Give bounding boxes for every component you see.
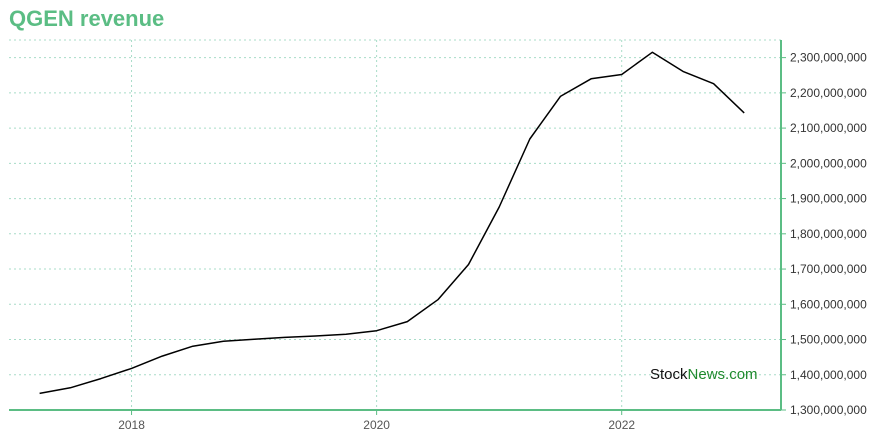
data-point <box>741 110 747 116</box>
y-tick: 1,900,000,000 <box>790 192 867 206</box>
data-point <box>404 319 410 325</box>
gridlines <box>9 39 781 410</box>
watermark-news: News <box>688 366 726 383</box>
data-point <box>649 49 655 55</box>
x-axis: 2018 2020 2022 <box>9 409 781 432</box>
y-tick: 1,400,000,000 <box>790 368 867 382</box>
y-tick-label: 1,400,000,000 <box>790 368 867 382</box>
y-tick-label: 1,800,000,000 <box>790 227 867 241</box>
series-group <box>37 49 747 396</box>
y-tick: 1,500,000,000 <box>790 333 867 347</box>
data-point <box>680 68 686 74</box>
x-tick-label: 2022 <box>608 418 635 432</box>
x-tick: 2020 <box>363 418 390 432</box>
data-point <box>374 328 380 334</box>
y-tick-label: 1,500,000,000 <box>790 333 867 347</box>
y-tick-label: 1,300,000,000 <box>790 403 867 417</box>
data-point <box>190 343 196 349</box>
data-point <box>159 353 165 359</box>
y-tick: 1,700,000,000 <box>790 262 867 276</box>
data-point <box>67 385 73 391</box>
y-tick-label: 2,000,000,000 <box>790 156 867 170</box>
y-tick-label: 2,100,000,000 <box>790 121 867 135</box>
data-point <box>98 376 104 382</box>
data-point <box>527 136 533 142</box>
data-point <box>496 204 502 210</box>
x-tick: 2018 <box>118 418 145 432</box>
x-tick: 2022 <box>608 418 635 432</box>
data-point <box>466 262 472 268</box>
data-point <box>129 365 135 371</box>
x-tick-label: 2020 <box>363 418 390 432</box>
data-point <box>711 81 717 87</box>
y-axis: 1,300,000,000 1,400,000,000 1,500,000,000 1… <box>780 40 867 417</box>
data-point <box>37 390 43 396</box>
y-tick: 2,000,000,000 <box>790 156 867 170</box>
chart-title: QGEN revenue <box>9 6 165 31</box>
y-tick-label: 2,300,000,000 <box>790 51 867 65</box>
y-tick: 1,800,000,000 <box>790 227 867 241</box>
y-tick-label: 2,200,000,000 <box>790 86 867 100</box>
data-point <box>343 331 349 337</box>
y-tick: 1,300,000,000 <box>790 403 867 417</box>
data-point <box>588 76 594 82</box>
data-point <box>312 333 318 339</box>
watermark-stock: Stock <box>650 366 688 383</box>
data-point <box>251 336 257 342</box>
watermark-com: .com <box>725 366 758 383</box>
data-point <box>619 72 625 78</box>
y-tick: 2,100,000,000 <box>790 121 867 135</box>
x-tick-label: 2018 <box>118 418 145 432</box>
data-point <box>282 334 288 340</box>
y-tick: 2,200,000,000 <box>790 86 867 100</box>
watermark: StockNews.com <box>650 366 758 383</box>
data-point <box>435 297 441 303</box>
y-tick-label: 1,900,000,000 <box>790 192 867 206</box>
y-tick: 1,600,000,000 <box>790 297 867 311</box>
y-tick-label: 1,700,000,000 <box>790 262 867 276</box>
data-point <box>557 93 563 99</box>
y-tick-label: 1,600,000,000 <box>790 297 867 311</box>
data-point <box>220 338 226 344</box>
y-tick: 2,300,000,000 <box>790 51 867 65</box>
series-line <box>39 51 745 395</box>
